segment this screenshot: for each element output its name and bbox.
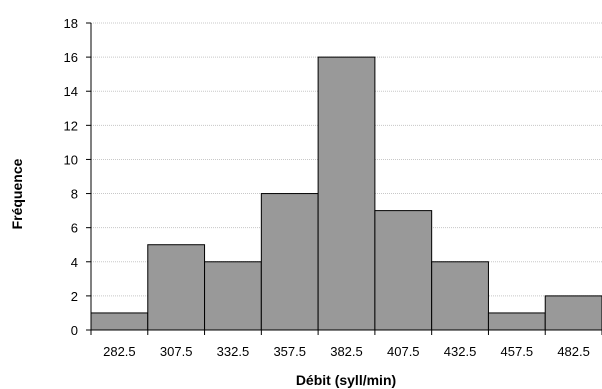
bar: [260, 193, 319, 331]
bars: [90, 56, 602, 331]
x-tick-label: 382.5: [330, 344, 363, 359]
bar: [544, 295, 602, 331]
x-tick-label: 457.5: [501, 344, 534, 359]
x-tick-label: 407.5: [387, 344, 420, 359]
bar: [487, 312, 546, 331]
y-tick-label: 14: [64, 84, 78, 99]
y-tick-label: 2: [71, 289, 78, 304]
y-tick-label: 16: [64, 50, 78, 65]
y-ticks: 0 2 4 6 8 10 12 14 16 18: [64, 16, 91, 338]
x-tick-label: 282.5: [103, 344, 136, 359]
y-tick-label: 4: [71, 255, 78, 270]
y-tick-label: 6: [71, 221, 78, 236]
y-axis-title: Fréquence: [9, 158, 25, 229]
y-tick-label: 0: [71, 323, 78, 338]
bar: [147, 244, 206, 331]
y-tick-label: 18: [64, 16, 78, 31]
x-axis-title: Débit (syll/min): [296, 372, 396, 388]
x-tick-label: 357.5: [273, 344, 306, 359]
y-tick-label: 8: [71, 187, 78, 202]
bar: [431, 261, 489, 331]
y-tick-label: 10: [64, 152, 78, 167]
y-tick-label: 12: [64, 118, 78, 133]
bar: [204, 261, 262, 331]
bar: [374, 210, 433, 331]
bar: [317, 56, 376, 331]
x-tick-label: 332.5: [217, 344, 250, 359]
bar: [90, 312, 149, 331]
x-ticks: 282.5 307.5 332.5 357.5 382.5 407.5 432.5 457.5…: [90, 330, 602, 359]
x-tick-label: 432.5: [444, 344, 477, 359]
x-tick-label: 482.5: [557, 344, 590, 359]
x-tick-label: 307.5: [160, 344, 193, 359]
